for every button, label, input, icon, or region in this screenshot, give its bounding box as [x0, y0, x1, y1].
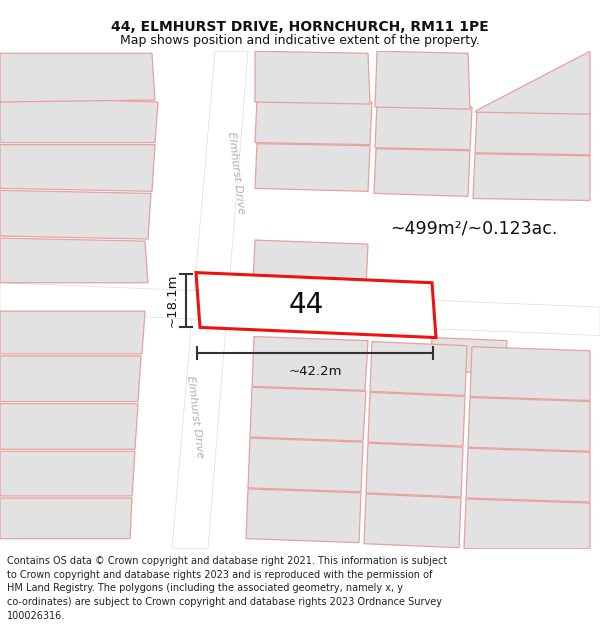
- Polygon shape: [0, 404, 138, 449]
- Polygon shape: [0, 238, 148, 282]
- Polygon shape: [368, 392, 465, 446]
- Text: 44, ELMHURST DRIVE, HORNCHURCH, RM11 1PE: 44, ELMHURST DRIVE, HORNCHURCH, RM11 1PE: [111, 20, 489, 34]
- Polygon shape: [475, 51, 590, 114]
- Text: ~42.2m: ~42.2m: [288, 364, 342, 378]
- Polygon shape: [366, 443, 463, 497]
- Polygon shape: [248, 438, 363, 492]
- Polygon shape: [0, 144, 155, 191]
- Polygon shape: [255, 99, 372, 144]
- Polygon shape: [374, 149, 470, 196]
- Polygon shape: [246, 489, 361, 542]
- Polygon shape: [0, 451, 135, 496]
- Polygon shape: [0, 311, 145, 354]
- Text: ~18.1m: ~18.1m: [166, 274, 179, 328]
- Polygon shape: [0, 282, 600, 336]
- Polygon shape: [253, 240, 368, 287]
- Text: ~499m²/~0.123ac.: ~499m²/~0.123ac.: [390, 220, 557, 238]
- Polygon shape: [255, 51, 370, 104]
- Polygon shape: [464, 499, 590, 549]
- Polygon shape: [475, 110, 590, 155]
- Polygon shape: [0, 356, 141, 401]
- Polygon shape: [470, 347, 590, 401]
- Polygon shape: [250, 388, 366, 441]
- Text: Map shows position and indicative extent of the property.: Map shows position and indicative extent…: [120, 34, 480, 47]
- Polygon shape: [375, 51, 470, 109]
- Text: Contains OS data © Crown copyright and database right 2021. This information is : Contains OS data © Crown copyright and d…: [7, 556, 448, 621]
- Polygon shape: [375, 104, 472, 150]
- Polygon shape: [0, 498, 132, 539]
- Polygon shape: [466, 448, 590, 502]
- Text: Elmhurst Drive: Elmhurst Drive: [226, 131, 246, 215]
- Text: 44: 44: [289, 291, 323, 319]
- Polygon shape: [468, 398, 590, 451]
- Polygon shape: [0, 97, 158, 142]
- Polygon shape: [255, 144, 370, 191]
- Polygon shape: [196, 272, 436, 338]
- Polygon shape: [172, 51, 248, 549]
- Polygon shape: [252, 336, 368, 391]
- Polygon shape: [364, 494, 461, 548]
- Text: Elmhurst Drive: Elmhurst Drive: [185, 375, 205, 459]
- Polygon shape: [0, 191, 151, 239]
- Polygon shape: [370, 342, 467, 396]
- Polygon shape: [0, 53, 155, 102]
- Polygon shape: [430, 338, 507, 373]
- Polygon shape: [473, 154, 590, 201]
